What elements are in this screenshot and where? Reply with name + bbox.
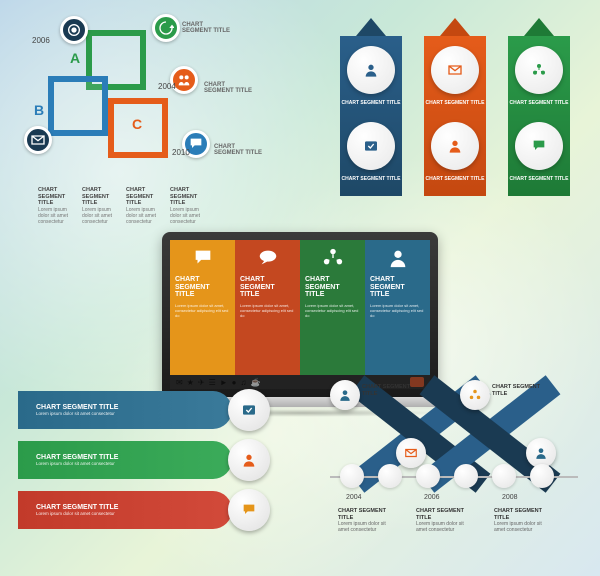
timeline-dot [454, 464, 478, 488]
year-label: 2004 [158, 82, 176, 91]
circle-icon [347, 46, 395, 94]
segment-text: CHART SEGMENT TITLE [508, 100, 570, 106]
dock-icon: ► [220, 378, 228, 387]
dock-icon: ♫ [241, 378, 247, 387]
circle-icon [347, 122, 395, 170]
column-title: CHART SEGMENT TITLE [370, 276, 425, 299]
dock-icon: ★ [187, 378, 194, 387]
segment-text: CHART SEGMENT TITLELorem ipsum dolor sit… [494, 508, 548, 533]
segment-text: CHART SEGMENT TITLE [182, 22, 232, 34]
interlocking-squares-infographic: A B C 2006 2004 2010 CHART SEGMENT TITLE… [30, 20, 230, 220]
timeline-dot [492, 464, 516, 488]
timeline-dot [416, 464, 440, 488]
ribbon-title: CHART SEGMENT TITLE [36, 504, 222, 511]
timeline-dot [340, 464, 364, 488]
column-body: Lorem ipsum dolor sit amet, consectetur … [370, 303, 425, 319]
arrow-head [356, 18, 386, 36]
crossed-ribbons-infographic: 2004 2006 2008 CHART SEGMENT TITLELorem … [334, 382, 574, 542]
ribbon-body: Lorem ipsum dolor sit amet consectetur [36, 411, 222, 416]
year-label: 2006 [32, 36, 50, 45]
ribbon-title: CHART SEGMENT TITLE [36, 404, 222, 411]
arrow-column-1: CHART SEGMENT TITLE CHART SEGMENT TITLE [340, 18, 402, 196]
ribbon-body: Lorem ipsum dolor sit amet consectetur [36, 511, 222, 516]
arrow-column-3: CHART SEGMENT TITLE CHART SEGMENT TITLE [508, 18, 570, 196]
laptop-screen: CHART SEGMENT TITLE Lorem ipsum dolor si… [162, 232, 438, 397]
segment-text: CHART SEGMENT TITLELorem ipsum dolor sit… [338, 508, 392, 533]
year-label: 2010 [172, 148, 190, 157]
segment-text: CHART SEGMENT TITLELorem ipsum dolor sit… [416, 508, 470, 533]
segment-text: CHART SEGMENT TITLE [424, 100, 486, 106]
segment-text: CHART SEGMENT TITLE [508, 176, 570, 182]
circle-icon [431, 122, 479, 170]
ribbon-row-2: CHART SEGMENT TITLE Lorem ipsum dolor si… [30, 440, 270, 480]
node-circle [460, 380, 490, 410]
ribbon-circle-icon [228, 489, 270, 531]
dock-icon: ✉ [176, 378, 183, 387]
laptop-column-1: CHART SEGMENT TITLE Lorem ipsum dolor si… [170, 240, 235, 389]
column-title: CHART SEGMENT TITLE [305, 276, 360, 299]
ribbon-body: Lorem ipsum dolor sit amet consectetur [36, 461, 222, 466]
vertical-arrows-infographic: CHART SEGMENT TITLE CHART SEGMENT TITLE … [340, 18, 570, 196]
arrow-head [440, 18, 470, 36]
column-body: Lorem ipsum dolor sit amet, consectetur … [305, 303, 360, 319]
dock-icon: ● [232, 378, 237, 387]
year-label: 2008 [502, 494, 518, 501]
label-c: C [132, 116, 142, 132]
segment-text: CHART SEGMENT TITLE [424, 176, 486, 182]
dock-icon: ☕ [251, 378, 261, 387]
segment-text: CHART SEGMENT TITLE [492, 384, 546, 397]
circle-icon [515, 122, 563, 170]
segment-text: CHART SEGMENT TITLE [340, 100, 402, 106]
ribbon-row-3: CHART SEGMENT TITLE Lorem ipsum dolor si… [30, 490, 270, 530]
timeline-dot [530, 464, 554, 488]
horizontal-ribbons-infographic: CHART SEGMENT TITLE Lorem ipsum dolor si… [30, 390, 270, 540]
circle-icon [431, 46, 479, 94]
column-title: CHART SEGMENT TITLE [175, 276, 230, 299]
timeline-dot [378, 464, 402, 488]
ribbon-title: CHART SEGMENT TITLE [36, 454, 222, 461]
circle-icon [515, 46, 563, 94]
ribbon-circle-icon [228, 439, 270, 481]
label-a: A [70, 50, 80, 66]
ribbon-circle-icon [228, 389, 270, 431]
bubble-icon [24, 126, 52, 154]
bottom-row: CHART SEGMENT TITLELorem ipsum dolor sit… [38, 187, 210, 225]
segment-text: CHART SEGMENT TITLE [362, 384, 416, 397]
year-label: 2006 [424, 494, 440, 501]
laptop-column-3: CHART SEGMENT TITLE Lorem ipsum dolor si… [300, 240, 365, 389]
arrow-column-2: CHART SEGMENT TITLE CHART SEGMENT TITLE [424, 18, 486, 196]
column-body: Lorem ipsum dolor sit amet, consectetur … [240, 303, 295, 319]
segment-text: CHART SEGMENT TITLE [204, 82, 254, 94]
column-title: CHART SEGMENT TITLE [240, 276, 295, 299]
ribbon-row-1: CHART SEGMENT TITLE Lorem ipsum dolor si… [30, 390, 270, 430]
node-circle [396, 438, 426, 468]
bubble-icon [60, 16, 88, 44]
bubble-icon [152, 14, 180, 42]
laptop-column-2: CHART SEGMENT TITLE Lorem ipsum dolor si… [235, 240, 300, 389]
year-label: 2004 [346, 494, 362, 501]
dock-icon: ☰ [209, 378, 216, 387]
segment-text: CHART SEGMENT TITLE [340, 176, 402, 182]
arrow-head [524, 18, 554, 36]
square-b [48, 76, 108, 136]
dock-icon: ✈ [198, 378, 205, 387]
column-body: Lorem ipsum dolor sit amet, consectetur … [175, 303, 230, 319]
label-b: B [34, 102, 44, 118]
node-circle [330, 380, 360, 410]
segment-text: CHART SEGMENT TITLE [214, 144, 264, 156]
laptop-column-4: CHART SEGMENT TITLE Lorem ipsum dolor si… [365, 240, 430, 389]
